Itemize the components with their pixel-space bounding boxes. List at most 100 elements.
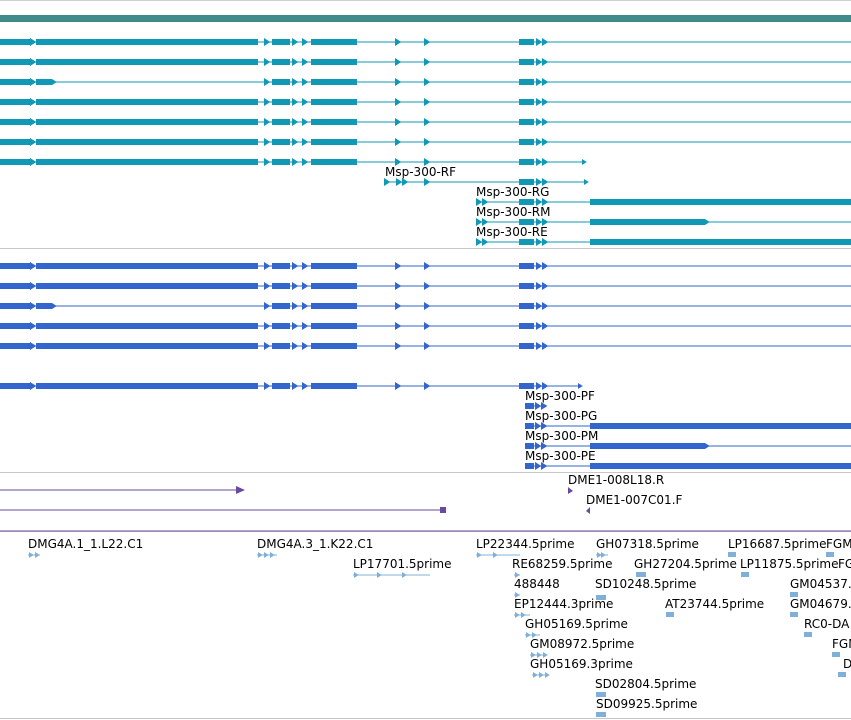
protein-label[interactable]: Msp-300-PM [525,429,599,443]
strand-arrow [542,98,549,106]
est-label[interactable]: FGM [826,537,851,551]
est-label[interactable]: GM08972.5prime [530,637,635,651]
strand-arrow [30,302,37,310]
est-label[interactable]: GH05169.5prime [525,617,628,631]
strand-arrow [542,118,549,126]
strand-arrow [302,322,309,330]
est-label[interactable]: 488448 [514,577,560,591]
est-label[interactable]: AT23744.5prime [665,597,765,611]
est-label[interactable]: GM04679. [790,597,851,611]
strand-arrow [424,118,431,126]
strand-arrow [542,58,549,66]
transcript-label[interactable]: Msp-300-RF [385,165,457,179]
est-label[interactable]: LP11875.5prime [740,557,839,571]
est-label[interactable]: GH27204.5prime [634,557,737,571]
exon-block [519,39,534,45]
strand-arrow [536,78,543,86]
exon-block [311,119,357,125]
transcript-label[interactable]: Msp-300-RE [476,225,548,239]
exon-block [519,323,534,329]
est-label[interactable]: GH07318.5prime [596,537,699,551]
exon-block [311,99,357,105]
exon-block [525,443,534,449]
exon-block [0,59,30,65]
transcript-label[interactable]: Msp-300-RG [476,185,550,199]
exon-block [36,263,258,269]
strand-arrow [515,612,520,618]
strand-arrow [395,118,402,126]
exon-block [272,343,290,349]
strand-arrow [542,198,549,206]
transcript-label[interactable]: Msp-300-RM [476,205,551,219]
strand-arrow [395,78,402,86]
strand-arrow [542,322,549,330]
est-label[interactable]: RC0-DA [804,617,850,631]
exon-block [519,283,534,289]
est-label[interactable]: DMG4A.3_1.K22.C1 [257,537,374,551]
est-label[interactable]: GM04537. [790,577,851,591]
est-label[interactable]: RE68259.5prime [512,557,613,571]
exon-block [590,239,851,245]
strand-arrow [515,572,520,578]
strand-arrow [542,78,549,86]
est-label[interactable]: DMG4A.1_1.L22.C1 [28,537,144,551]
strand-arrow [535,462,542,470]
est-label[interactable]: GH05169.3prime [530,657,633,671]
strand-arrow [536,158,543,166]
est-label[interactable]: FGM [832,637,851,651]
strand-arrow [424,382,431,390]
protein-label[interactable]: Msp-300-PF [525,389,595,403]
strand-arrow [535,402,542,410]
exon-block [590,423,851,429]
strand-arrow [542,262,549,270]
exon-block [36,139,258,145]
est-label[interactable]: SD02804.5prime [595,677,697,691]
strand-arrow [482,198,489,206]
est-label[interactable]: SD10248.5prime [595,577,697,591]
exon-block [311,263,357,269]
est-label[interactable]: SD09925.5prime [596,697,698,711]
exon-block [311,159,357,165]
exon-block [0,343,30,349]
est-label[interactable]: EP12444.3prime [514,597,614,611]
exon-block [36,119,258,125]
clone-label[interactable]: DME1-008L18.R [568,473,665,487]
exon-block [519,59,534,65]
protein-label[interactable]: Msp-300-PE [525,449,596,463]
exon-block [590,199,851,205]
strand-arrow [395,262,402,270]
exon-block [519,219,534,225]
strand-arrow [545,672,550,678]
track-separator [0,248,851,249]
exon-block [590,463,851,469]
protein-label[interactable]: Msp-300-PG [525,409,598,423]
exon-block [519,239,534,245]
strand-arrow [30,118,37,126]
est-label[interactable]: LP16687.5prime [728,537,827,551]
est-label[interactable]: D [843,657,851,671]
strand-arrow [536,198,543,206]
strand-arrow [395,98,402,106]
strand-arrow [395,58,402,66]
strand-arrow [395,302,402,310]
strand-arrow [264,282,271,290]
exon-block [519,263,534,269]
strand-arrow [292,98,299,106]
est-label[interactable]: LP22344.5prime [476,537,575,551]
strand-arrow [536,178,543,186]
strand-arrow [264,262,271,270]
strand-arrow [395,158,402,166]
exon-block [590,219,705,225]
strand-arrow [424,78,431,86]
clone-label[interactable]: DME1-007C01.F [586,493,683,507]
strand-arrow [302,118,309,126]
feature-end-arrow [582,159,587,165]
exon-block [525,403,534,409]
est-label[interactable]: LP17701.5prime [353,557,452,571]
strand-arrow [526,632,531,638]
exon-block [519,139,534,145]
strand-arrow [521,612,526,618]
feature-end-arrow [52,79,57,85]
est-label[interactable]: FG [838,557,851,571]
strand-arrow [30,342,37,350]
